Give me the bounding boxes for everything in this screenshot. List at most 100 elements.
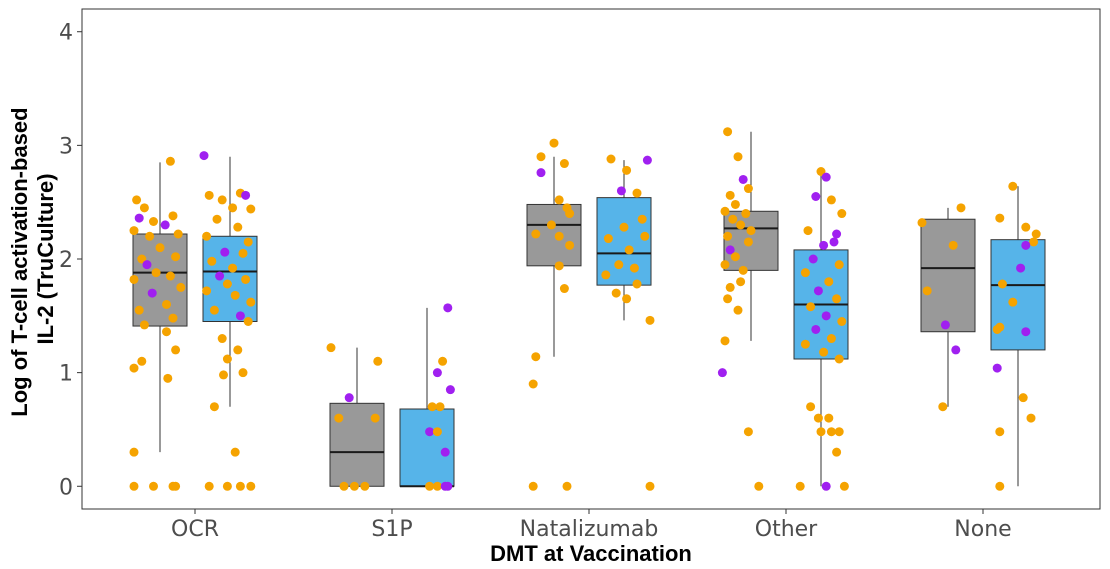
data-point-orange [948,240,958,250]
data-point-orange [826,334,836,344]
data-point-orange [243,317,253,326]
data-point-purple [832,229,842,239]
data-point-orange [209,402,219,412]
data-point-purple [1021,240,1031,250]
data-point-orange [824,277,834,287]
data-point-orange [1008,297,1018,307]
data-point-orange [723,127,733,137]
data-point-orange [1008,181,1018,191]
data-point-orange [246,297,256,307]
data-point-purple [821,311,831,321]
data-point-orange [624,245,634,255]
data-point-orange [562,481,572,491]
data-point-orange [151,268,161,278]
x-axis-title: DMT at Vaccination [490,541,692,566]
y-axis-title-line-1: Log of T-cell activation-based [7,107,32,416]
box-s1p-2 [399,307,455,488]
data-point-orange [622,294,632,304]
data-point-orange [806,302,816,312]
data-point-orange [243,237,253,247]
data-point-purple [134,213,144,223]
data-point-orange [137,254,147,264]
data-point-purple [811,324,821,334]
data-point-orange [528,481,538,491]
data-point-orange [629,263,639,273]
data-point-orange [549,138,559,148]
data-point-orange [204,190,214,200]
data-point-orange [339,481,349,491]
data-point-orange [728,214,738,224]
data-point-orange [632,188,642,198]
data-point-purple [992,363,1002,373]
data-point-orange [720,260,730,270]
data-point-orange [559,284,569,294]
data-point-orange [217,195,227,205]
data-point-orange [222,279,232,289]
data-point-orange [129,363,139,373]
data-point-orange [370,413,380,423]
data-point-orange [834,260,844,270]
data-point-orange [531,229,541,239]
data-point-orange [233,345,243,355]
data-point-orange [730,252,740,262]
data-point-orange [1029,237,1039,247]
data-point-orange [992,324,1002,334]
x-tick-label: Other [755,517,818,542]
boxes-layer [132,131,1046,488]
data-point-purple [951,345,961,355]
data-point-orange [165,271,175,281]
data-point-orange [209,305,219,315]
data-point-orange [800,268,810,278]
data-point-orange [603,234,613,244]
data-point-orange [165,156,175,166]
data-point-orange [233,222,243,232]
data-point-orange [995,481,1005,491]
data-point-orange [632,279,642,289]
data-point-orange [824,413,834,423]
data-point-purple [1016,263,1026,273]
data-point-orange [212,214,222,224]
data-point-purple [443,481,453,491]
data-point-purple [1021,327,1031,337]
data-point-purple [241,190,251,200]
data-point-orange [622,165,632,175]
data-point-orange [238,368,248,378]
data-point-purple [215,271,225,281]
data-point-orange [645,315,655,325]
data-point-orange [246,204,256,214]
data-point-orange [173,229,183,239]
x-axis: OCR S1P Natalizumab Other None [171,509,1012,542]
data-point-orange [743,427,753,437]
data-point-orange [145,231,155,241]
data-point-orange [723,294,733,304]
data-point-purple [717,368,727,378]
data-point-orange [230,447,240,457]
data-point-orange [837,209,847,219]
data-point-purple [829,237,839,247]
data-point-orange [938,402,948,412]
data-point-orange [837,317,847,326]
data-point-orange [230,290,240,300]
data-point-purple [142,260,152,270]
box-none-1 [920,207,976,407]
data-point-orange [217,334,227,344]
data-point-purple [160,220,170,230]
data-point-orange [528,379,538,389]
data-point-orange [611,288,621,298]
data-point-purple [443,303,453,313]
data-point-orange [554,195,564,205]
data-point-orange [1026,413,1036,423]
x-tick-label: None [954,517,1011,542]
data-point-orange [373,356,383,366]
data-point-orange [149,217,158,226]
data-point-orange [832,294,842,304]
y-tick-label: 2 [59,248,73,273]
data-point-purple [199,151,209,161]
data-point-orange [754,481,764,491]
data-point-orange [334,413,344,423]
data-point-orange [360,481,370,491]
data-point-orange [816,427,826,437]
x-tick-label: OCR [171,517,219,542]
data-point-orange [741,209,751,219]
